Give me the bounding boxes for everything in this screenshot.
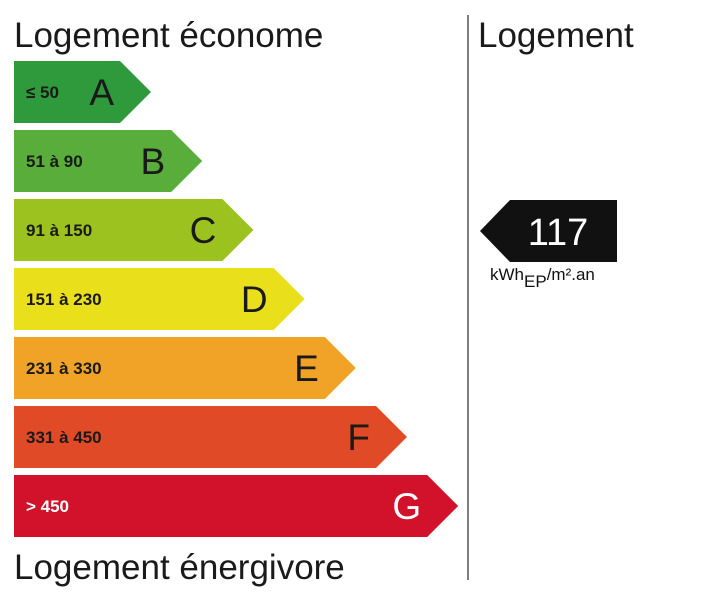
class-letter: G: [392, 486, 421, 527]
class-range: 231 à 330: [26, 359, 102, 378]
current-value: 117: [528, 212, 589, 254]
class-bar: [14, 199, 254, 261]
class-bar: [14, 130, 203, 192]
title-bottom: Logement énergivore: [14, 548, 345, 587]
column-title: Logement: [478, 16, 634, 55]
class-range: 51 à 90: [26, 152, 83, 171]
class-range: 151 à 230: [26, 290, 102, 309]
class-bar: [14, 268, 305, 330]
title-top: Logement économe: [14, 16, 323, 55]
unit-suffix: /m².an: [547, 265, 595, 284]
class-bar: [14, 475, 459, 537]
class-letter: D: [241, 279, 268, 320]
class-range: 91 à 150: [26, 221, 92, 240]
class-range: ≤ 50: [26, 83, 59, 102]
class-letter: A: [89, 72, 114, 113]
class-letter: C: [190, 210, 217, 251]
class-letter: B: [141, 141, 166, 182]
class-letter: F: [347, 417, 370, 458]
class-bar: [14, 337, 356, 399]
value-arrow: [480, 200, 617, 262]
unit-subscript: EP: [524, 272, 547, 291]
class-range: 331 à 450: [26, 428, 102, 447]
unit-base: kWh: [490, 265, 524, 284]
class-range: > 450: [26, 497, 69, 516]
class-letter: E: [294, 348, 319, 389]
class-bar: [14, 61, 151, 123]
class-bar: [14, 406, 407, 468]
unit: kWhEP/m².an: [490, 265, 595, 291]
